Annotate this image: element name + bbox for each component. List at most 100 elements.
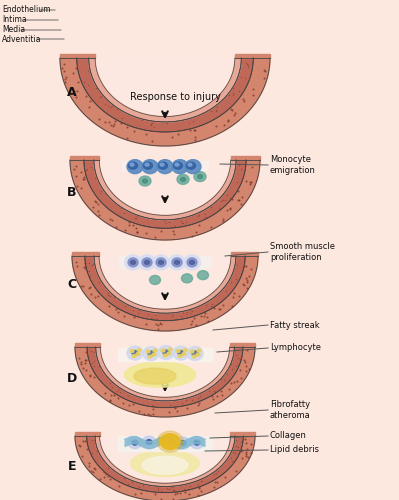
Ellipse shape [142,456,188,474]
Text: B: B [67,186,77,198]
Ellipse shape [190,260,194,264]
Ellipse shape [146,440,152,444]
Polygon shape [230,343,255,347]
Ellipse shape [196,353,200,356]
Polygon shape [99,256,231,309]
Ellipse shape [137,348,141,352]
Ellipse shape [186,162,196,169]
Polygon shape [87,347,243,408]
Ellipse shape [132,354,136,358]
Ellipse shape [127,160,143,173]
Text: A: A [67,86,77,98]
Ellipse shape [185,160,201,173]
Text: Lipid debris: Lipid debris [270,446,319,454]
Ellipse shape [143,346,159,360]
Polygon shape [60,54,95,58]
Ellipse shape [130,260,136,264]
Ellipse shape [127,346,143,360]
Ellipse shape [187,258,197,267]
Ellipse shape [198,270,209,280]
Polygon shape [70,160,260,240]
Ellipse shape [124,362,196,387]
Ellipse shape [192,355,196,358]
Polygon shape [96,347,234,401]
Ellipse shape [145,163,149,166]
Ellipse shape [158,260,164,264]
Ellipse shape [188,163,192,166]
Ellipse shape [184,255,201,270]
Ellipse shape [187,346,203,360]
Ellipse shape [139,176,151,186]
Ellipse shape [173,346,189,360]
Polygon shape [77,58,253,132]
Polygon shape [235,54,270,58]
Ellipse shape [158,346,174,360]
Text: Response to injury: Response to injury [130,92,220,102]
Ellipse shape [142,258,152,267]
Ellipse shape [172,258,182,267]
Ellipse shape [190,350,194,353]
Ellipse shape [130,450,200,476]
Ellipse shape [177,174,189,184]
Polygon shape [100,347,230,398]
Text: Smooth muscle
proliferation: Smooth muscle proliferation [270,242,335,262]
Text: Lymphocyte: Lymphocyte [270,344,321,352]
Ellipse shape [190,436,204,448]
Polygon shape [87,436,243,492]
Polygon shape [84,160,246,228]
Text: Fibrofatty
atheroma: Fibrofatty atheroma [270,400,311,419]
Ellipse shape [194,440,200,445]
Polygon shape [75,347,255,417]
Ellipse shape [152,255,170,270]
Ellipse shape [128,258,138,267]
Polygon shape [60,58,270,146]
Ellipse shape [168,255,186,270]
Ellipse shape [194,172,206,181]
Ellipse shape [150,276,160,284]
Polygon shape [94,160,236,220]
Polygon shape [85,256,245,320]
Text: E: E [68,460,76,472]
Ellipse shape [163,350,169,355]
Polygon shape [100,436,231,484]
Ellipse shape [144,162,152,169]
Ellipse shape [180,178,186,182]
Ellipse shape [153,349,157,352]
Ellipse shape [132,350,138,356]
Ellipse shape [138,255,156,270]
Ellipse shape [161,349,165,352]
Ellipse shape [160,434,180,450]
Polygon shape [75,432,100,436]
Polygon shape [99,160,231,216]
Ellipse shape [142,160,158,173]
Ellipse shape [178,350,184,356]
Ellipse shape [182,352,186,356]
Text: Media: Media [2,26,25,35]
Text: D: D [67,372,77,384]
Ellipse shape [128,162,138,169]
Ellipse shape [134,368,176,384]
Ellipse shape [183,348,187,352]
Ellipse shape [182,274,192,283]
Ellipse shape [132,440,138,445]
Ellipse shape [148,351,154,356]
Text: C: C [67,278,77,291]
Ellipse shape [152,353,156,356]
Ellipse shape [136,352,140,356]
Ellipse shape [130,350,134,352]
Ellipse shape [168,348,172,351]
Text: Endothelium: Endothelium [2,6,51,15]
Polygon shape [89,58,241,122]
Ellipse shape [157,431,183,452]
Ellipse shape [178,354,182,358]
Ellipse shape [158,162,168,169]
Text: Intima: Intima [2,16,27,24]
Ellipse shape [142,436,156,448]
Text: Collagen: Collagen [270,432,307,440]
Text: Adventitia: Adventitia [2,34,41,43]
Polygon shape [72,256,258,331]
Polygon shape [94,256,236,313]
Polygon shape [75,343,100,347]
Ellipse shape [144,260,150,264]
Ellipse shape [156,258,166,267]
